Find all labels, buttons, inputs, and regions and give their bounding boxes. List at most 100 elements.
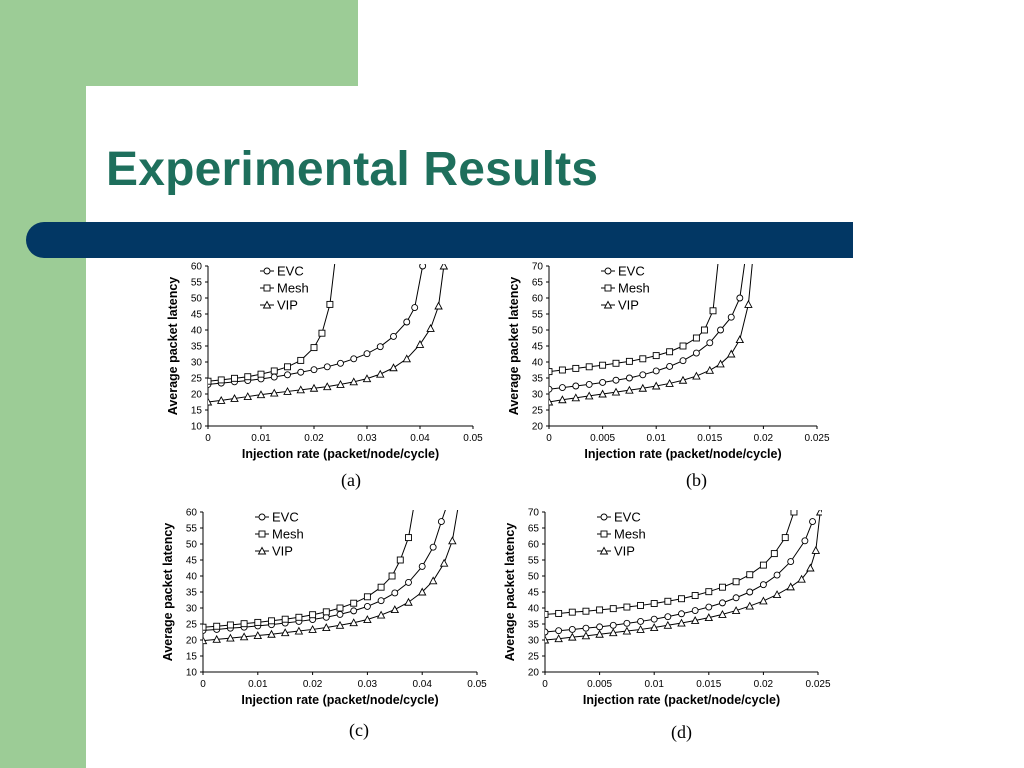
- data-point-mesh: [549, 368, 553, 376]
- legend-label-vip: VIP: [272, 544, 293, 559]
- chart-a-caption: (a): [341, 470, 361, 490]
- data-point-evc: [652, 367, 660, 375]
- y-tick-label: 70: [532, 262, 544, 273]
- y-tick-label: 20: [532, 422, 544, 433]
- x-axis-label: Injection rate (packet/node/cycle): [583, 693, 780, 707]
- x-tick-label: 0.015: [697, 433, 722, 444]
- data-point-mesh: [244, 373, 252, 381]
- data-point-evc: [706, 339, 714, 347]
- data-point-vip: [434, 301, 443, 310]
- data-point-vip: [705, 365, 715, 374]
- data-point-evc: [391, 589, 399, 597]
- data-point-mesh: [692, 334, 700, 342]
- legend-marker-evc: [258, 513, 266, 521]
- data-point-vip: [611, 387, 621, 396]
- data-point-vip: [731, 606, 741, 615]
- data-point-vip: [428, 576, 438, 585]
- x-tick-label: 0.05: [467, 679, 487, 690]
- y-tick-label: 65: [528, 524, 540, 535]
- y-tick-label: 45: [186, 556, 198, 567]
- data-point-vip: [636, 624, 645, 633]
- data-point-mesh: [639, 355, 647, 363]
- chart-b-svg: 20 25 30 35 40 45 50 55 60 65 70 0 0.005 0.01 0.015 0.0…: [507, 262, 830, 462]
- data-point-vip: [203, 636, 208, 645]
- data-point-evc: [572, 382, 580, 390]
- y-tick-label: 40: [528, 604, 540, 615]
- data-point-evc: [727, 313, 735, 321]
- data-point-mesh: [637, 601, 645, 609]
- x-tick-label: 0: [542, 679, 548, 690]
- data-point-vip: [256, 390, 266, 399]
- y-tick-label: 20: [191, 390, 203, 401]
- data-point-mesh: [582, 607, 590, 615]
- y-tick-label: 25: [532, 406, 544, 417]
- data-point-vip: [815, 510, 822, 516]
- data-point-mesh: [310, 344, 318, 352]
- data-point-vip: [439, 558, 449, 567]
- data-point-vip: [375, 369, 385, 378]
- series-vip: [545, 510, 822, 644]
- y-tick-label: 35: [191, 342, 203, 353]
- y-axis-label: Average packet latency: [503, 523, 517, 662]
- data-point-vip: [678, 375, 688, 384]
- data-point-mesh: [568, 608, 576, 616]
- x-tick-label: 0.04: [412, 679, 432, 690]
- data-point-vip: [216, 395, 226, 404]
- data-point-mesh: [709, 307, 717, 315]
- chart-d-svg: 20 25 30 35 40 45 50 55 60 65 70 0 0.005 0.01 0.015 0.0…: [503, 508, 831, 708]
- data-point-vip: [806, 563, 815, 572]
- data-point-mesh: [700, 326, 708, 334]
- data-point-vip: [704, 613, 714, 622]
- data-point-vip: [735, 335, 745, 344]
- data-point-vip: [335, 620, 345, 629]
- data-point-mesh: [336, 604, 344, 612]
- data-point-vip: [545, 635, 550, 644]
- data-point-mesh: [217, 376, 225, 384]
- data-point-mesh: [759, 561, 767, 569]
- data-point-mesh: [326, 300, 334, 308]
- data-point-vip: [426, 323, 435, 332]
- data-point-evc: [411, 304, 419, 312]
- data-point-evc: [336, 610, 344, 618]
- data-point-vip: [571, 393, 581, 402]
- x-tick-label: 0.05: [463, 433, 483, 444]
- data-point-mesh: [208, 377, 212, 385]
- data-point-vip: [404, 597, 413, 606]
- data-point-evc: [585, 380, 593, 388]
- x-tick-label: 0.01: [644, 679, 664, 690]
- legend-label-mesh: Mesh: [618, 281, 650, 296]
- y-tick-label: 35: [532, 374, 544, 385]
- data-point-mesh: [363, 593, 371, 601]
- data-point-vip: [716, 359, 725, 368]
- data-point-mesh: [226, 621, 234, 629]
- data-point-evc: [403, 318, 411, 326]
- data-point-vip: [309, 383, 319, 392]
- y-axis-label: Average packet latency: [166, 277, 180, 416]
- series-evc: [549, 264, 746, 393]
- legend-marker-vip: [262, 300, 272, 309]
- data-point-vip: [322, 382, 332, 391]
- y-tick-label: 25: [528, 652, 540, 663]
- data-point-mesh: [545, 610, 549, 618]
- x-tick-label: 0.02: [304, 433, 324, 444]
- data-point-mesh: [388, 572, 396, 580]
- y-tick-label: 45: [191, 310, 203, 321]
- data-point-vip: [581, 631, 591, 640]
- series-line-mesh: [208, 264, 336, 382]
- data-point-evc: [377, 597, 385, 605]
- chart-panel-b: 20 25 30 35 40 45 50 55 60 65 70 0 0.005 0.01 0.015 0.0…: [500, 262, 840, 477]
- x-tick-label: 0: [200, 679, 206, 690]
- data-point-vip: [718, 609, 727, 618]
- series-mesh: [549, 264, 719, 376]
- y-tick-label: 55: [186, 524, 198, 535]
- data-point-evc: [599, 379, 607, 386]
- data-point-mesh: [732, 578, 740, 586]
- legend-marker-mesh: [263, 284, 271, 292]
- data-point-mesh: [664, 597, 672, 605]
- data-point-mesh: [231, 374, 238, 382]
- data-point-vip: [663, 620, 673, 629]
- series-line-mesh: [203, 510, 414, 628]
- y-tick-label: 45: [532, 342, 544, 353]
- y-tick-label: 40: [186, 572, 198, 583]
- data-point-mesh: [281, 615, 289, 623]
